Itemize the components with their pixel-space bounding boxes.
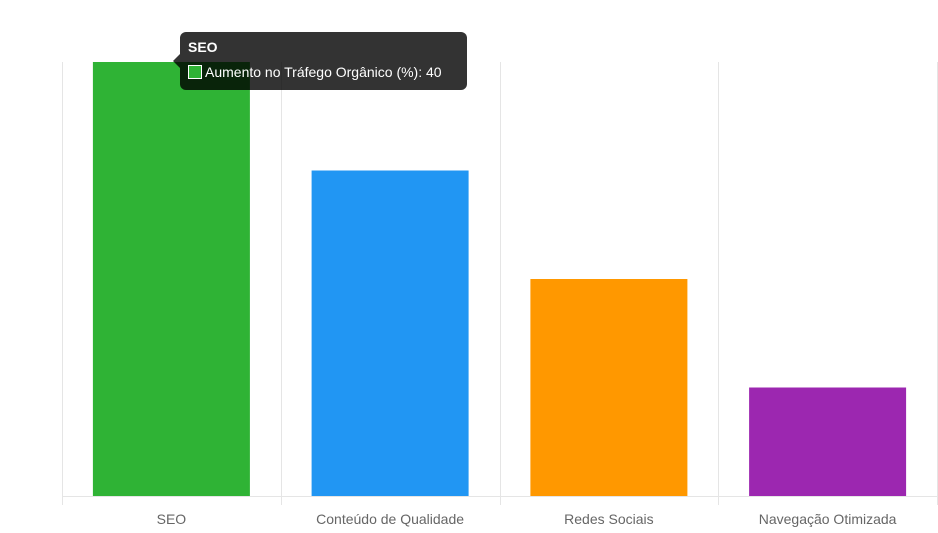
tooltip-title: SEO [188, 39, 218, 55]
tooltip-color-swatch [188, 65, 202, 79]
bar-navega-o-otimizada [749, 387, 907, 496]
tooltip-value: 40 [426, 64, 442, 80]
bars [92, 62, 907, 496]
tooltip: SEO Aumento no Tráfego Orgânico (%): 40 [173, 32, 467, 90]
bar-conte-do-de-qualidade [311, 170, 469, 496]
tooltip-row: Aumento no Tráfego Orgânico (%): 40 [188, 64, 459, 80]
tooltip-series-label: Aumento no Tráfego Orgânico (%) [205, 64, 419, 80]
bar-redes-sociais [530, 279, 688, 496]
x-tick-label: SEO [157, 511, 187, 527]
tooltip-separator: : [418, 64, 427, 80]
x-tick-label: Conteúdo de Qualidade [316, 511, 464, 527]
x-tick-label: Navegação Otimizada [759, 511, 897, 527]
bar-seo [92, 62, 250, 496]
x-tick-label: Redes Sociais [564, 511, 654, 527]
x-axis-tick-labels: SEO Conteúdo de Qualidade Redes Sociais Nav… [157, 511, 897, 527]
